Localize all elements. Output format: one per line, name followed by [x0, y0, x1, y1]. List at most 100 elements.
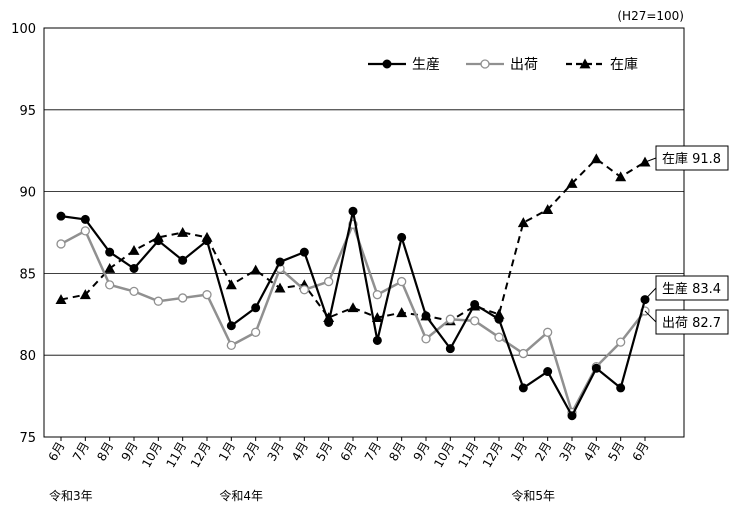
data-point [104, 262, 116, 273]
era-label: 令和3年 [49, 488, 93, 503]
data-point [542, 204, 554, 214]
data-point [79, 289, 91, 300]
x-tick-label: 11月 [163, 440, 189, 471]
data-point [616, 337, 626, 347]
x-tick-label: 2月 [240, 440, 262, 464]
x-tick-label: 4月 [289, 440, 311, 464]
x-tick-label: 2月 [532, 440, 554, 464]
data-point [56, 239, 66, 249]
data-point [324, 317, 334, 327]
data-point [494, 314, 504, 324]
data-point [566, 177, 578, 188]
callout-box [655, 275, 729, 301]
data-point [153, 296, 163, 306]
data-point [591, 363, 601, 373]
x-tick-label: 12月 [188, 440, 214, 471]
legend-label: 生産 [412, 57, 440, 73]
data-point [105, 280, 115, 290]
series-line [60, 210, 647, 417]
gridlines [44, 109, 684, 356]
data-point [397, 276, 407, 287]
data-point [250, 264, 262, 275]
x-tick-label: 7月 [362, 440, 384, 464]
data-point [226, 321, 236, 331]
data-point [178, 255, 188, 265]
data-point [543, 327, 553, 337]
callout-leader [644, 157, 657, 163]
legend-label: 出荷 [510, 57, 538, 73]
data-point [616, 383, 626, 393]
data-point [590, 153, 602, 164]
data-point [202, 290, 212, 300]
data-point [324, 276, 334, 287]
callout-label: 在庫 91.8 [662, 152, 721, 167]
callout-leader [644, 287, 657, 300]
series-2 [55, 153, 651, 326]
data-point [225, 279, 237, 290]
x-tick-label: 10月 [139, 440, 165, 471]
callout-box [655, 145, 729, 171]
x-tick-label: 5月 [605, 440, 627, 464]
data-point [518, 383, 528, 393]
data-point [128, 244, 140, 255]
data-point [639, 156, 651, 167]
callouts: 生産 83.4 出荷 82.7 在庫 91.8 [644, 145, 729, 335]
data-point [56, 211, 66, 221]
legend-label: 在庫 [610, 56, 638, 73]
callout-label: 生産 83.4 [662, 281, 721, 297]
x-tick-label: 4月 [581, 440, 603, 464]
era-label: 令和4年 [219, 488, 263, 503]
y-tick-label: 95 [19, 104, 36, 119]
callout-box [655, 309, 729, 335]
data-point [445, 314, 455, 324]
x-tick-label: 9月 [119, 440, 141, 464]
y-tick-label: 85 [19, 267, 36, 282]
data-point [543, 367, 553, 377]
legend-marker [382, 59, 392, 69]
y-tick-label: 75 [19, 431, 36, 446]
data-point [129, 286, 139, 297]
data-point [202, 236, 212, 246]
x-tick-label: 7月 [70, 440, 92, 464]
data-point [421, 311, 431, 321]
data-point [80, 214, 90, 224]
x-tick-label: 10月 [431, 440, 457, 471]
data-point [445, 344, 455, 354]
data-point [251, 327, 261, 337]
x-tick-label: 6月 [46, 440, 68, 464]
data-point [494, 332, 504, 342]
x-tick-label: 6月 [338, 440, 360, 464]
callout-label: 出荷 82.7 [662, 316, 721, 331]
callout-leader [644, 310, 657, 323]
data-point [470, 299, 480, 309]
data-point [275, 257, 285, 267]
x-tick-label: 6月 [630, 440, 652, 464]
unit-note: (H27=100) [617, 9, 684, 23]
series-0 [56, 206, 650, 421]
data-point [567, 411, 577, 421]
data-point [615, 171, 627, 182]
y-tick-label: 100 [11, 22, 36, 37]
x-tick-label: 8月 [94, 440, 116, 464]
x-tick-label: 9月 [411, 440, 433, 464]
x-tick-label: 12月 [480, 440, 506, 471]
data-point [274, 282, 286, 293]
data-point [226, 340, 236, 351]
data-point [55, 294, 67, 304]
x-tick-label: 3月 [557, 440, 579, 464]
x-tick-label: 8月 [386, 440, 408, 464]
data-point [421, 334, 431, 344]
data-point [372, 290, 382, 300]
data-point [518, 348, 528, 359]
series-1 [56, 219, 650, 418]
data-point [178, 293, 188, 303]
data-point [80, 226, 90, 236]
data-point [153, 236, 163, 246]
data-point [251, 303, 261, 313]
data-point [177, 227, 189, 237]
y-tick-label: 90 [19, 186, 36, 201]
x-tick-label: 1月 [508, 440, 530, 464]
data-point [299, 285, 309, 295]
